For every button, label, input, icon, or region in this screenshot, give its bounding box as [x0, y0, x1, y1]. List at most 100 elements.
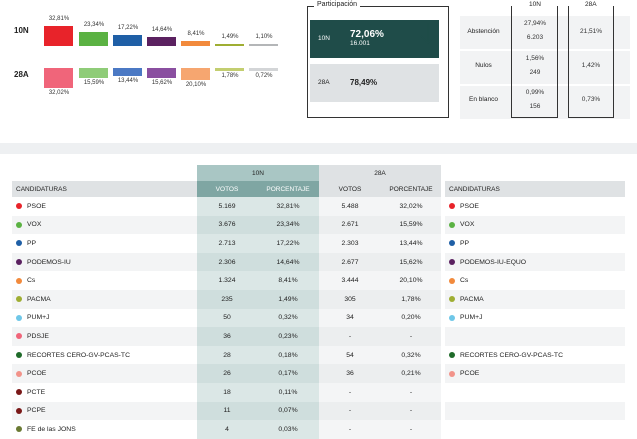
party-name-10n: PODEMOS-IU — [12, 252, 197, 272]
party-color-dot — [16, 370, 22, 377]
bar-label-10n-3: 17,22% — [117, 25, 139, 32]
pct-28a: 32,02% — [381, 197, 441, 216]
bar-label-28a-3: 13,44% — [117, 78, 139, 85]
votes-10n: 4 — [197, 420, 257, 439]
bar-10n-3 — [113, 35, 142, 46]
participation-28a: 28A 78,49% — [310, 64, 439, 102]
bar-28a-5 — [181, 68, 210, 81]
party-color-dot — [449, 203, 455, 210]
votes-28a: 2.677 — [319, 252, 381, 272]
pct-28a: 20,10% — [381, 271, 441, 290]
pct-28a: 0,32% — [381, 345, 441, 365]
bar-label-28a-7: 0,72% — [255, 72, 273, 79]
votes-28a: 2.303 — [319, 234, 381, 253]
party-name-28a: PUM+J — [445, 308, 625, 328]
party-name-28a: PP — [445, 234, 625, 253]
party-name-10n: PCPE — [12, 401, 197, 421]
table-row: PCTE 18 0,11% - - — [12, 383, 625, 402]
bar-label-28a-2: 15,59% — [83, 79, 105, 86]
votes-28a: 54 — [319, 345, 381, 365]
party-color-dot — [449, 296, 455, 303]
pct-10n: 0,07% — [257, 401, 319, 421]
participation-10n-pct: 72,06% — [350, 29, 384, 40]
blanco-10n-votes: 156 — [529, 103, 541, 110]
table-row: PDSJE 36 0,23% - - — [12, 327, 625, 346]
pct-10n: 23,34% — [257, 215, 319, 235]
votes-10n: 26 — [197, 364, 257, 383]
table-row: PP 2.713 17,22% 2.303 13,44% PP — [12, 234, 625, 253]
group-header-10n: 10N — [197, 165, 319, 181]
party-name-10n: PCOE — [12, 364, 197, 383]
party-name-28a — [445, 383, 625, 402]
table-row: Cs 1.324 8,41% 3.444 20,10% Cs — [12, 271, 625, 290]
party-color-dot — [449, 352, 455, 359]
nulos-10n-pct: 1,56% — [525, 55, 545, 62]
bar-label-28a-1: 32,02% — [48, 89, 70, 96]
pct-10n: 14,64% — [257, 252, 319, 272]
col-header-candidaturas-28a: CANDIDATURAS — [445, 181, 625, 197]
votes-28a: - — [319, 327, 381, 346]
votes-10n: 2.713 — [197, 234, 257, 253]
bar-label-10n-1: 32,81% — [48, 15, 70, 22]
votes-10n: 11 — [197, 401, 257, 421]
party-name-28a — [445, 401, 625, 421]
bar-10n-6 — [215, 43, 244, 46]
col-header-votos-10n: VOTOS — [197, 181, 257, 197]
bar-10n-7 — [249, 43, 278, 46]
pct-10n: 0,11% — [257, 383, 319, 402]
participation-10n: 10N 72,06% 16.001 — [310, 20, 439, 58]
votes-28a: - — [319, 420, 381, 439]
pct-10n: 0,17% — [257, 364, 319, 383]
bar-28a-2 — [79, 68, 108, 78]
party-color-dot — [16, 314, 22, 321]
pct-28a: - — [381, 420, 441, 439]
votes-10n: 2.306 — [197, 252, 257, 272]
pct-28a: - — [381, 327, 441, 346]
table-row: PCPE 11 0,07% - - — [12, 401, 625, 421]
blanco-label: En blanco — [469, 96, 498, 103]
table-row: RECORTES CERO-GV-PCAS-TC 28 0,18% 54 0,32% RE… — [12, 345, 625, 365]
votes-10n: 50 — [197, 308, 257, 328]
bar-28a-6 — [215, 68, 244, 71]
abstention-10n-pct: 27,94% — [523, 20, 547, 27]
votes-10n: 5.169 — [197, 197, 257, 216]
party-name-10n: Cs — [12, 271, 197, 290]
party-name-10n: VOX — [12, 215, 197, 235]
bar-label-10n-4: 14,64% — [151, 26, 173, 33]
party-color-dot — [16, 333, 22, 340]
abstention-col-10n-header: 10N — [526, 1, 544, 8]
pct-10n: 32,81% — [257, 197, 319, 216]
party-color-dot — [16, 389, 22, 396]
party-name-10n: PP — [12, 234, 197, 253]
section-divider — [0, 143, 637, 154]
votes-28a: 36 — [319, 364, 381, 383]
pct-10n: 0,23% — [257, 327, 319, 346]
abstention-label: Abstención — [467, 28, 500, 35]
nulos-10n-votes: 249 — [529, 69, 541, 76]
col-header-candidaturas: CANDIDATURAS — [12, 181, 197, 197]
party-color-dot — [449, 240, 455, 247]
party-name-28a: PACMA — [445, 290, 625, 309]
votes-10n: 1.324 — [197, 271, 257, 290]
pct-28a: 0,20% — [381, 308, 441, 328]
party-color-dot — [449, 259, 455, 266]
party-name-10n: PSOE — [12, 197, 197, 216]
party-color-dot — [449, 370, 455, 377]
party-name-10n: PUM+J — [12, 308, 197, 328]
party-color-dot — [449, 221, 455, 228]
votes-28a: - — [319, 383, 381, 402]
table-row: PCOE 26 0,17% 36 0,21% PCOE — [12, 364, 625, 383]
party-color-dot — [449, 277, 455, 284]
votes-28a: 3.444 — [319, 271, 381, 290]
votes-28a: - — [319, 401, 381, 421]
party-name-28a: Cs — [445, 271, 625, 290]
votes-10n: 18 — [197, 383, 257, 402]
abstention-col-10n — [511, 6, 558, 118]
bar-label-10n-2: 23,34% — [83, 21, 105, 28]
party-name-28a: VOX — [445, 215, 625, 235]
participation-28a-label: 28A — [318, 79, 330, 86]
party-name-28a: PCOE — [445, 364, 625, 383]
arrow-down-icon — [420, 23, 436, 45]
pct-10n: 8,41% — [257, 271, 319, 290]
participation-10n-votes: 16.001 — [350, 40, 370, 47]
